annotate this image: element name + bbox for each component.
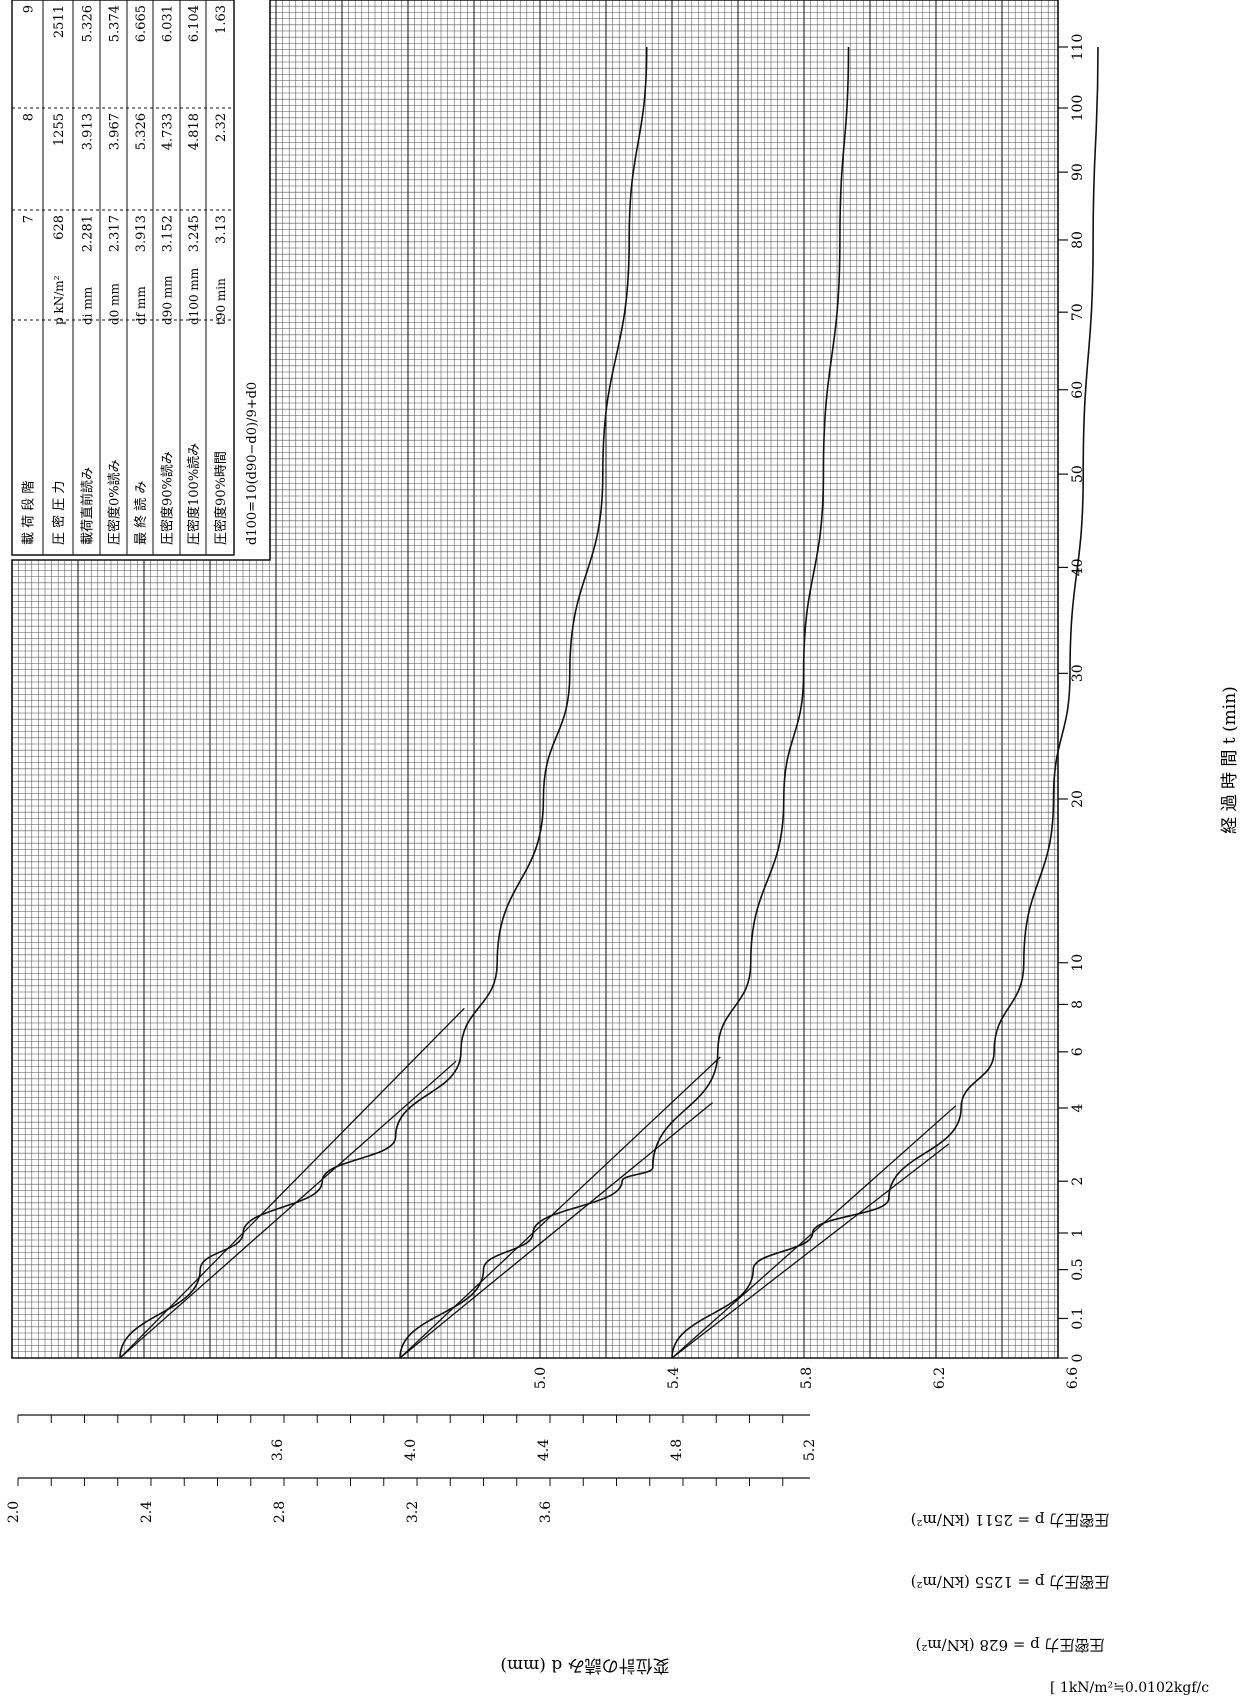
displacement-tick-label: 4.0 (403, 1439, 419, 1461)
table-cell: 3.13 (214, 215, 229, 244)
table-row-unit: d0 mm (108, 282, 122, 325)
table-cell: 9 (22, 5, 37, 13)
scale1-label: 圧密圧力 p = 2511 (kN/m²) (911, 1511, 1110, 1529)
time-tick-label: 100 (1070, 95, 1086, 122)
table-cell: 1255 (52, 113, 67, 146)
table-row-unit: df mm (134, 286, 148, 325)
time-tick-label: 10 (1070, 954, 1086, 972)
table-row-label: 圧 密 圧 力 (51, 481, 67, 545)
time-tick-label: 50 (1070, 465, 1086, 483)
time-tick-label: 6 (1070, 1047, 1086, 1056)
time-tick-label: 40 (1070, 558, 1086, 576)
table-formula: d100=10(d90−d0)/9+d0 (245, 382, 260, 545)
scale2-label: 圧密圧力 p = 1255 (kN/m²) (911, 1573, 1110, 1591)
displacement-tick-label: 2.0 (6, 1501, 22, 1523)
table-row-label: 圧密度90%時間 (213, 451, 229, 545)
displacement-tick-label: 3.6 (270, 1439, 286, 1461)
curve-1255-t90-line (399, 1102, 713, 1359)
displacement-tick-label: 5.8 (799, 1367, 815, 1389)
scale3-label: 圧密圧力 p = 628 (kN/m²) (915, 1636, 1104, 1654)
displacement-tick-label: 5.4 (666, 1367, 682, 1389)
table-cell: 5.326 (134, 113, 149, 150)
displacement-tick-label: 4.8 (669, 1439, 685, 1461)
table-cell: 2.317 (108, 215, 123, 252)
time-tick-label: 8 (1070, 1000, 1086, 1009)
table-cell: 5.374 (108, 5, 123, 42)
curve-1255-tangent (399, 1056, 721, 1359)
time-tick-label: 70 (1070, 303, 1086, 321)
time-tick-label: 4 (1070, 1103, 1086, 1112)
table-row-label: 載 荷 段 階 (22, 481, 37, 545)
table-row-label: 圧密度100%読み (186, 443, 202, 545)
table-cell: 2.32 (214, 113, 229, 142)
table-cell: 7 (22, 215, 37, 223)
time-tick-label: 2 (1070, 1177, 1086, 1186)
table-cell: 6.104 (187, 5, 202, 42)
table-cell: 3.245 (187, 215, 202, 252)
table-cell: 6.665 (134, 5, 149, 42)
table-row-label: 圧密度90%読み (160, 451, 176, 545)
table-cell: 3.913 (134, 215, 149, 252)
table-cell: 8 (22, 113, 37, 121)
table-cell: 628 (52, 215, 67, 240)
time-tick-label: 20 (1070, 790, 1086, 808)
table-row-unit: t90 min (214, 278, 228, 325)
time-tick-label: 1 (1070, 1229, 1086, 1238)
table-cell: 3.967 (108, 113, 123, 150)
data-table: 載 荷 段 階 7 8 9 圧 密 圧 力 p kN/m² 628 1255 2511 載荷直前読… (11, 0, 260, 556)
time-tick-label: 110 (1070, 34, 1086, 61)
table-cell: 2511 (52, 5, 67, 38)
curve-2511-tangent (671, 1105, 957, 1359)
curves-layer (119, 46, 1099, 1359)
displacement-tick-label: 3.6 (538, 1501, 554, 1523)
table-row-unit: di mm (81, 286, 95, 325)
footer-note: [ 1kN/m²≒0.0102kgf/c (1050, 1680, 1209, 1696)
axes-layer: 経 過 時 間 t (min) 圧密圧力 p = 2511 (kN/m²) 圧密… (6, 34, 1240, 1696)
table-frame (11, 0, 235, 556)
curve-628-t90-line (119, 1060, 457, 1359)
displacement-tick-label: 6.2 (932, 1367, 948, 1389)
time-tick-label: 0.5 (1070, 1258, 1086, 1280)
table-cell: 3.152 (161, 215, 176, 252)
table-cell: 6.031 (161, 5, 176, 42)
table-cell: 4.818 (187, 113, 202, 150)
displacement-tick-label: 5.2 (802, 1439, 818, 1461)
grid-horizontal-lines (12, 0, 1058, 1359)
table-row-label: 圧密度0%読み (107, 459, 123, 545)
displacement-tick-label: 2.8 (272, 1501, 288, 1523)
curve-628-tangent (119, 1007, 465, 1359)
displacement-tick-label: 5.0 (533, 1367, 549, 1389)
table-row-unit: p kN/m² (52, 275, 66, 325)
time-tick-label: 60 (1070, 381, 1086, 399)
displacement-tick-label: 6.6 (1065, 1367, 1081, 1389)
time-tick-label: 30 (1070, 664, 1086, 682)
table-row-unit: d100 mm (187, 267, 201, 325)
time-tick-label: 80 (1070, 231, 1086, 249)
curve-2511 (671, 46, 1099, 1359)
time-tick-label: 90 (1070, 163, 1086, 181)
time-tick-label: 0 (1070, 1354, 1086, 1363)
table-cell: 1.63 (214, 5, 229, 34)
curve-628 (119, 46, 648, 1359)
displacement-tick-label: 2.4 (139, 1501, 155, 1523)
displacement-axis-label: 変位計の読み d (mm) (500, 1655, 669, 1675)
displacement-tick-label: 4.4 (536, 1439, 552, 1461)
table-row-label: 載荷直前読み (80, 467, 96, 545)
table-cell: 3.913 (81, 113, 96, 150)
displacement-tick-label: 3.2 (405, 1501, 421, 1523)
time-axis-label: 経 過 時 間 t (min) (1220, 686, 1240, 834)
table-row-unit: d90 mm (161, 275, 175, 325)
table-row-label: 最 終 読 み (133, 481, 149, 545)
table-cell: 5.326 (81, 5, 96, 42)
curve-2511-t90-line (671, 1143, 950, 1359)
table-cell: 4.733 (161, 113, 176, 150)
time-tick-label: 0.1 (1070, 1307, 1086, 1329)
table-cell: 2.281 (81, 215, 96, 252)
